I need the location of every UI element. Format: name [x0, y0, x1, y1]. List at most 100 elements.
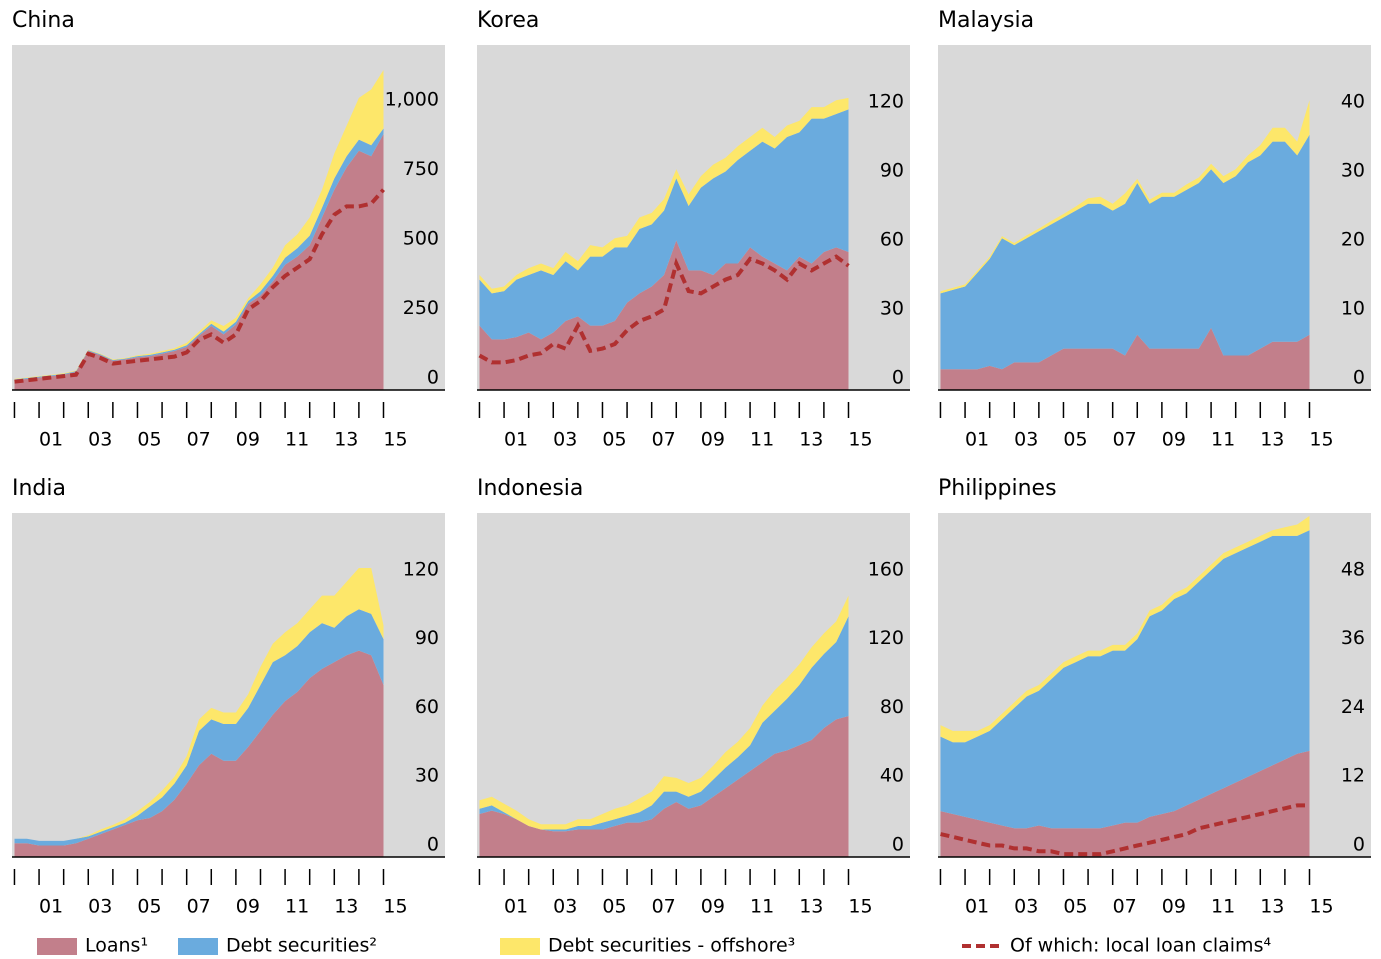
y-tick-label: 40	[880, 765, 904, 787]
y-tick-label: 10	[1341, 298, 1365, 320]
y-tick-label: 60	[415, 696, 439, 718]
panel-title: Philippines	[938, 476, 1057, 501]
panel-title: Indonesia	[477, 476, 583, 501]
x-tick-label: 03	[88, 429, 112, 451]
y-tick-label: 80	[880, 696, 904, 718]
x-tick-label: 07	[652, 429, 676, 451]
stacked-area	[14, 568, 384, 841]
y-tick-label: 36	[1341, 627, 1365, 649]
y-tick-label: 30	[415, 765, 439, 787]
stacked-area	[14, 609, 384, 846]
x-tick-label: 11	[1211, 429, 1235, 451]
stacked-area	[940, 530, 1310, 829]
stacked-area	[479, 109, 849, 340]
y-tick-label: 12	[1341, 765, 1365, 787]
x-tick-label: 03	[553, 896, 577, 918]
y-tick-label: 0	[427, 834, 439, 856]
x-tick-label: 05	[602, 896, 626, 918]
x-tick-label: 15	[383, 896, 407, 918]
y-tick-label: 0	[1353, 367, 1365, 389]
stacked-area	[479, 616, 849, 832]
stacked-area	[940, 327, 1310, 390]
y-tick-label: 750	[403, 158, 439, 180]
y-tick-label: 120	[868, 91, 904, 113]
stacked-area	[14, 650, 384, 857]
x-tick-label: 05	[602, 429, 626, 451]
legend-swatch	[37, 938, 77, 955]
y-tick-label: 30	[880, 298, 904, 320]
panel-title: China	[12, 8, 75, 33]
x-tick-label: 07	[187, 896, 211, 918]
x-tick-label: 05	[137, 429, 161, 451]
x-tick-label: 11	[750, 429, 774, 451]
y-tick-label: 30	[1341, 160, 1365, 182]
legend-swatch	[500, 938, 540, 955]
x-tick-label: 15	[1309, 429, 1333, 451]
x-tick-label: 03	[553, 429, 577, 451]
x-tick-label: 01	[504, 429, 528, 451]
stacked-area	[479, 97, 849, 294]
x-tick-label: 11	[1211, 896, 1235, 918]
stacked-area	[940, 134, 1310, 370]
x-tick-label: 03	[88, 896, 112, 918]
y-tick-label: 0	[427, 367, 439, 389]
x-tick-label: 13	[799, 896, 823, 918]
x-tick-label: 05	[137, 896, 161, 918]
panel-title: Korea	[477, 8, 539, 33]
legend-label: Debt securities²	[226, 935, 377, 957]
dashed-line	[478, 254, 850, 365]
x-tick-label: 07	[652, 896, 676, 918]
x-tick-label: 15	[1309, 896, 1333, 918]
y-tick-label: 24	[1341, 696, 1365, 718]
x-tick-label: 03	[1014, 429, 1038, 451]
x-tick-label: 09	[236, 896, 260, 918]
legend-swatch	[178, 938, 218, 955]
y-tick-label: 0	[892, 834, 904, 856]
y-tick-label: 40	[1341, 91, 1365, 113]
x-tick-label: 01	[504, 896, 528, 918]
stacked-area	[14, 70, 384, 380]
legend-label: Debt securities - offshore³	[548, 935, 795, 957]
x-tick-label: 01	[39, 429, 63, 451]
x-tick-label: 05	[1063, 429, 1087, 451]
x-tick-label: 09	[701, 429, 725, 451]
x-tick-label: 05	[1063, 896, 1087, 918]
y-tick-label: 0	[1353, 834, 1365, 856]
y-tick-label: 90	[880, 160, 904, 182]
stacked-area	[14, 134, 384, 390]
stacked-area	[940, 750, 1310, 857]
x-tick-label: 09	[1162, 896, 1186, 918]
x-tick-label: 01	[965, 896, 989, 918]
panel-title: India	[12, 476, 66, 501]
y-tick-label: 0	[892, 367, 904, 389]
stacked-area	[479, 240, 849, 390]
x-tick-label: 15	[848, 896, 872, 918]
x-tick-label: 09	[701, 896, 725, 918]
x-tick-label: 11	[285, 896, 309, 918]
x-tick-label: 01	[965, 429, 989, 451]
x-tick-label: 07	[1113, 896, 1137, 918]
legend-label: Loans¹	[85, 935, 148, 957]
stacked-area	[479, 595, 849, 830]
x-tick-label: 01	[39, 896, 63, 918]
stacked-area	[479, 716, 849, 857]
x-tick-label: 07	[1113, 429, 1137, 451]
x-tick-label: 09	[1162, 429, 1186, 451]
x-tick-label: 03	[1014, 896, 1038, 918]
x-tick-label: 13	[1260, 429, 1284, 451]
y-tick-label: 20	[1341, 229, 1365, 251]
x-tick-label: 13	[334, 429, 358, 451]
y-tick-label: 60	[880, 229, 904, 251]
y-tick-label: 90	[415, 627, 439, 649]
dashed-line	[940, 803, 1310, 857]
panel-title: Malaysia	[938, 8, 1034, 33]
x-tick-label: 11	[285, 429, 309, 451]
x-tick-label: 09	[236, 429, 260, 451]
y-tick-label: 120	[868, 627, 904, 649]
y-tick-label: 250	[403, 297, 439, 319]
x-tick-label: 13	[1260, 896, 1284, 918]
y-tick-label: 48	[1341, 558, 1365, 580]
dashed-line	[14, 188, 385, 384]
